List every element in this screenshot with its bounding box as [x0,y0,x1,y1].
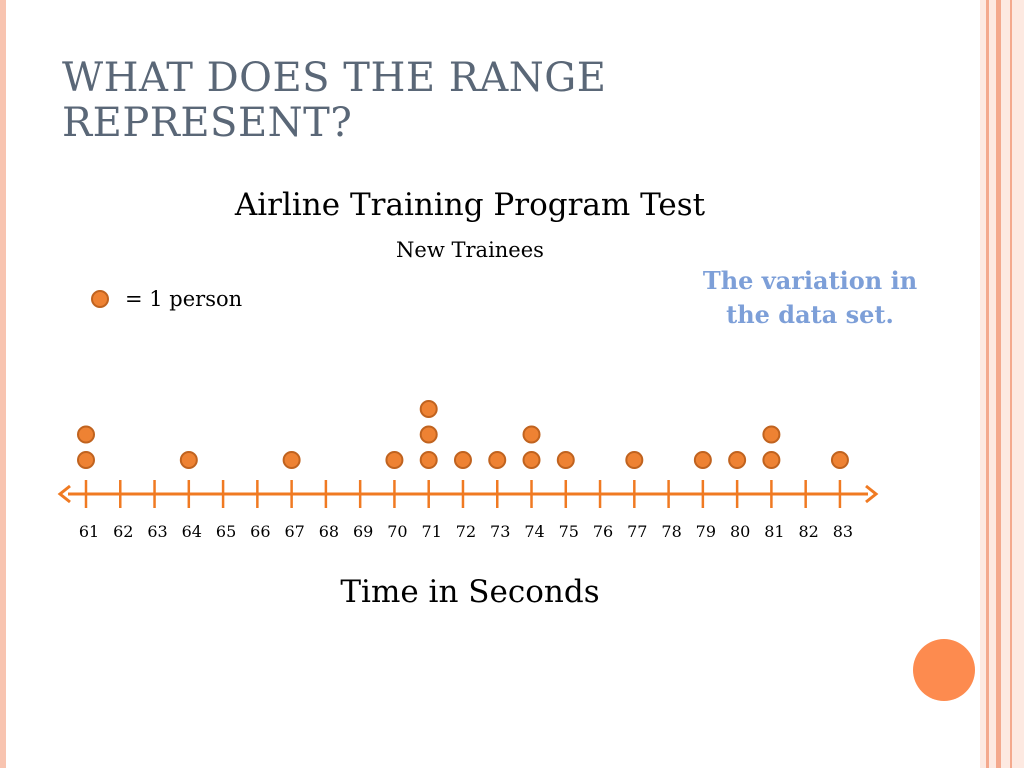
x-tick-label: 63 [147,522,167,541]
right-arrow-icon [865,484,879,504]
left-border-decoration [0,0,6,768]
left-arrow-icon [57,484,71,504]
data-dot [453,451,472,469]
data-dot [762,451,781,469]
x-tick-label: 77 [627,522,647,541]
data-dot [556,451,575,469]
x-tick-label: 76 [593,522,613,541]
data-dot [77,451,95,469]
right-border-line [996,0,1001,768]
data-dot [522,425,541,444]
data-dot [179,451,198,469]
x-tick-label: 65 [216,522,236,541]
x-tick-label: 64 [182,522,202,541]
x-tick-label: 66 [250,522,270,541]
data-dot [419,451,438,469]
x-tick-label: 79 [696,522,716,541]
legend: = 1 person [91,286,242,312]
x-axis-label: Time in Seconds [340,574,600,610]
x-tick-label: 73 [490,522,510,541]
x-tick-label: 72 [456,522,476,541]
chart-title: Airline Training Program Test [234,187,706,223]
x-tick-label: 71 [422,522,442,541]
data-dot [77,425,95,444]
data-dot [385,451,404,469]
x-tick-label: 69 [353,522,373,541]
data-dot [488,451,507,469]
data-dot [522,451,541,469]
x-tick-label: 78 [661,522,681,541]
x-tick-label: 81 [764,522,784,541]
data-dot [282,451,301,469]
right-border-line [986,0,989,768]
data-dot [728,451,747,469]
x-tick-label: 67 [284,522,304,541]
x-tick-label: 83 [833,522,853,541]
x-tick-label: 68 [319,522,339,541]
slide-title: WHAT DOES THE RANGE REPRESENT? [62,55,607,146]
x-tick-label: 80 [730,522,750,541]
x-tick-label: 82 [798,522,818,541]
data-dot [419,400,438,418]
chart-subtitle: New Trainees [396,238,544,262]
callout-text: The variation in the data set. [702,266,918,329]
legend-dot-icon [91,290,109,308]
decorative-circle [913,639,975,701]
x-tick-label: 74 [524,522,544,541]
data-dot [830,451,849,469]
x-tick-label: 61 [79,522,99,541]
x-tick-label: 75 [559,522,579,541]
data-dot [419,425,438,444]
x-tick-label: 62 [113,522,133,541]
data-dot [762,425,781,444]
data-dot [625,451,644,469]
right-border-line [1010,0,1012,768]
data-dot [693,451,712,469]
legend-label: = 1 person [125,287,243,311]
right-border-band [980,0,1024,768]
x-tick-label: 70 [387,522,407,541]
